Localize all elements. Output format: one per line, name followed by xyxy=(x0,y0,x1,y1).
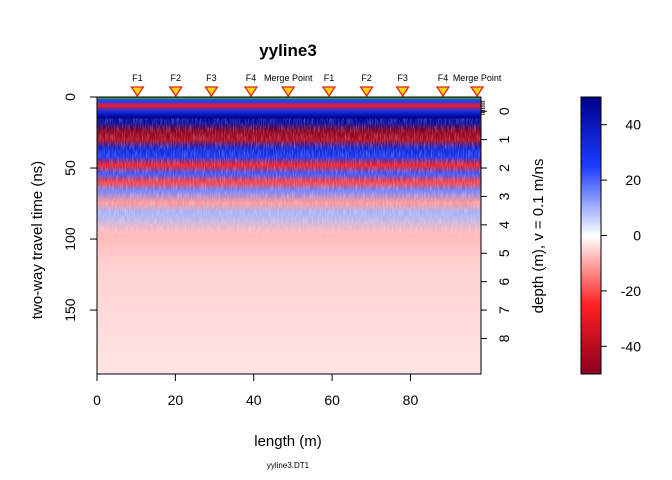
fiducial-marker xyxy=(359,86,374,98)
fiducial-marker xyxy=(395,86,410,98)
fiducial-marker xyxy=(243,86,259,98)
y-axis-label: two-way travel time (ns) xyxy=(29,161,46,319)
fiducial-marker xyxy=(321,86,337,98)
fiducial-marker xyxy=(281,86,296,98)
fiducial-marker xyxy=(469,86,485,98)
plot-frame xyxy=(96,96,482,375)
file-caption: yyline3.DT1 xyxy=(267,461,310,470)
x-tick-label: 40 xyxy=(246,392,262,408)
colorbar-tick-label: 0 xyxy=(633,228,641,244)
chart-title: yyline3 xyxy=(259,41,317,60)
fiducial-label: F3 xyxy=(397,73,408,83)
fiducial-label: F4 xyxy=(438,73,449,83)
radargram-texture xyxy=(97,128,481,225)
x-tick-label: 60 xyxy=(324,392,340,408)
y-tick-label: 50 xyxy=(62,160,78,176)
depth-tick-label: 0 xyxy=(496,107,512,115)
y-tick-label: 100 xyxy=(62,227,78,251)
colorbar xyxy=(580,96,602,375)
depth-tick-label: 2 xyxy=(496,164,512,172)
fiducial-label: F3 xyxy=(206,73,217,83)
colorbar-tick-label: -40 xyxy=(621,338,641,354)
fiducial-label: F1 xyxy=(324,73,335,83)
depth-tick-label: 4 xyxy=(496,221,512,229)
x-axis-label: length (m) xyxy=(254,433,322,450)
y-tick-label: 150 xyxy=(62,298,78,322)
x-tick-label: 80 xyxy=(403,392,419,408)
fiducial-label: F2 xyxy=(171,73,182,83)
fiducial-marker xyxy=(130,86,145,98)
depth-tick-label: 8 xyxy=(496,334,512,342)
fiducial-marker xyxy=(204,86,219,98)
depth-tick-label: 7 xyxy=(496,306,512,314)
fiducial-label: F4 xyxy=(246,73,257,83)
fiducial-marker xyxy=(168,86,183,98)
colorbar-tick-label: -20 xyxy=(621,283,641,299)
fiducial-label: F2 xyxy=(361,73,372,83)
x-tick-label: 0 xyxy=(93,392,101,408)
depth-tick-label: 1 xyxy=(496,136,512,144)
depth-tick-label: 6 xyxy=(496,278,512,286)
fiducial-label: F1 xyxy=(132,73,143,83)
depth-axis-label: depth (m), v = 0.1 m/ns xyxy=(530,159,547,314)
colorbar-tick-label: 20 xyxy=(625,172,641,188)
fiducial-label: Merge Point xyxy=(453,73,502,83)
depth-tick-label: 3 xyxy=(496,192,512,200)
fiducial-label: Merge Point xyxy=(264,73,313,83)
fiducial-marker xyxy=(435,86,451,98)
colorbar-tick-label: 40 xyxy=(625,117,641,133)
depth-tick-label: 5 xyxy=(496,249,512,257)
x-tick-label: 20 xyxy=(168,392,184,408)
y-tick-label: 0 xyxy=(62,93,78,101)
